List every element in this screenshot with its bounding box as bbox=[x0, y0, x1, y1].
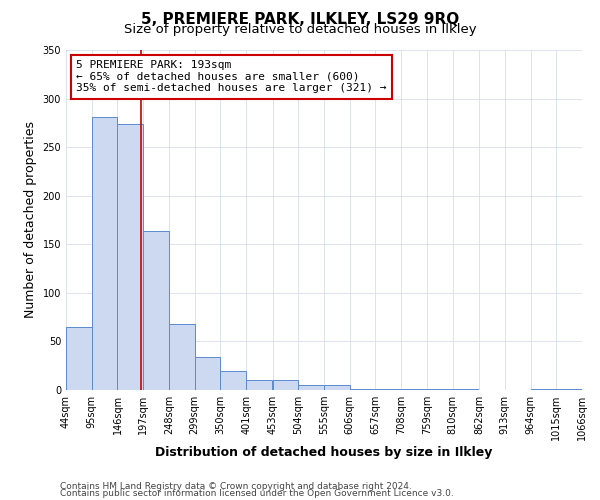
Bar bbox=[143, 230, 169, 390]
Text: Contains HM Land Registry data © Crown copyright and database right 2024.: Contains HM Land Registry data © Crown c… bbox=[60, 482, 412, 491]
Text: Size of property relative to detached houses in Ilkley: Size of property relative to detached ho… bbox=[124, 22, 476, 36]
Bar bbox=[376, 389, 401, 390]
Bar bbox=[195, 357, 220, 390]
Bar bbox=[324, 385, 350, 390]
Bar bbox=[298, 385, 324, 390]
Bar bbox=[350, 389, 376, 390]
Text: 5, PREMIERE PARK, ILKLEY, LS29 9RQ: 5, PREMIERE PARK, ILKLEY, LS29 9RQ bbox=[141, 12, 459, 28]
Y-axis label: Number of detached properties: Number of detached properties bbox=[24, 122, 37, 318]
Bar bbox=[530, 389, 556, 390]
Bar bbox=[92, 117, 118, 390]
Bar bbox=[453, 389, 478, 390]
Bar bbox=[272, 380, 298, 390]
Bar bbox=[401, 389, 427, 390]
Bar bbox=[169, 324, 195, 390]
Bar bbox=[118, 124, 143, 390]
X-axis label: Distribution of detached houses by size in Ilkley: Distribution of detached houses by size … bbox=[155, 446, 493, 459]
Bar bbox=[427, 389, 453, 390]
Bar bbox=[556, 389, 582, 390]
Bar bbox=[246, 380, 272, 390]
Bar bbox=[220, 370, 246, 390]
Bar bbox=[66, 327, 92, 390]
Text: 5 PREMIERE PARK: 193sqm
← 65% of detached houses are smaller (600)
35% of semi-d: 5 PREMIERE PARK: 193sqm ← 65% of detache… bbox=[76, 60, 387, 94]
Text: Contains public sector information licensed under the Open Government Licence v3: Contains public sector information licen… bbox=[60, 489, 454, 498]
